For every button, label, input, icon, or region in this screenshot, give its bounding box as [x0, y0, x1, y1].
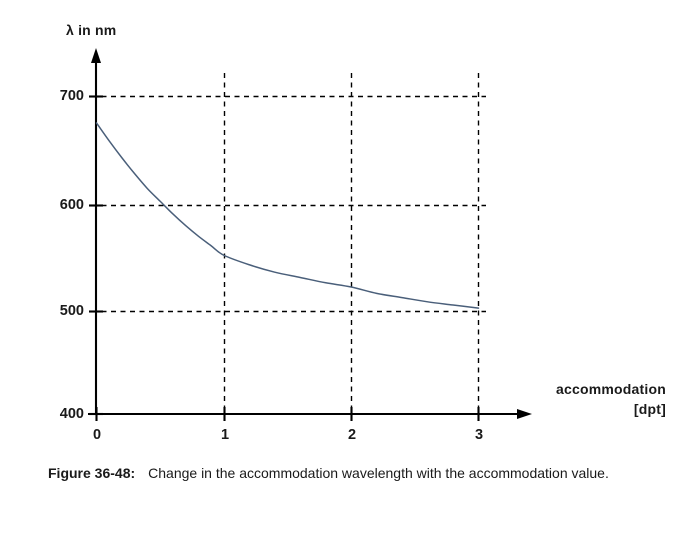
y-tick-label-600: 600	[59, 197, 84, 213]
x-tick-label-3: 3	[474, 427, 484, 443]
y-tick-marks	[89, 95, 103, 416]
figure-caption: Figure 36-48: Change in the accommodation…	[48, 462, 623, 486]
y-tick-label-400: 400	[59, 406, 84, 422]
x-axis-arrow-icon	[517, 409, 532, 419]
y-axis-title: λ in nm	[66, 22, 117, 38]
figure-caption-label: Figure 36-48:	[48, 465, 136, 481]
horizontal-gridlines	[92, 95, 486, 313]
data-series-line	[95, 122, 480, 309]
y-tick-label-700: 700	[59, 88, 84, 104]
chart-plot-area: λ in nm accommodation [dpt] 700 600 500 …	[59, 22, 666, 443]
chart-svg	[88, 48, 532, 421]
x-tick-label-2: 2	[347, 427, 357, 443]
y-axis-arrow-icon	[91, 48, 101, 63]
y-axis	[91, 48, 101, 414]
x-axis-title-line1: accommodation	[556, 381, 666, 397]
x-axis-title: accommodation [dpt]	[556, 379, 666, 420]
figure-caption-text: Change in the accommodation wavelength w…	[148, 465, 609, 481]
vertical-gridlines	[223, 73, 480, 414]
x-tick-label-1: 1	[220, 427, 230, 443]
y-tick-label-500: 500	[59, 303, 84, 319]
x-axis	[88, 409, 532, 419]
x-tick-label-0: 0	[92, 427, 102, 443]
x-tick-marks	[95, 407, 480, 421]
x-axis-title-unit: [dpt]	[633, 401, 666, 418]
